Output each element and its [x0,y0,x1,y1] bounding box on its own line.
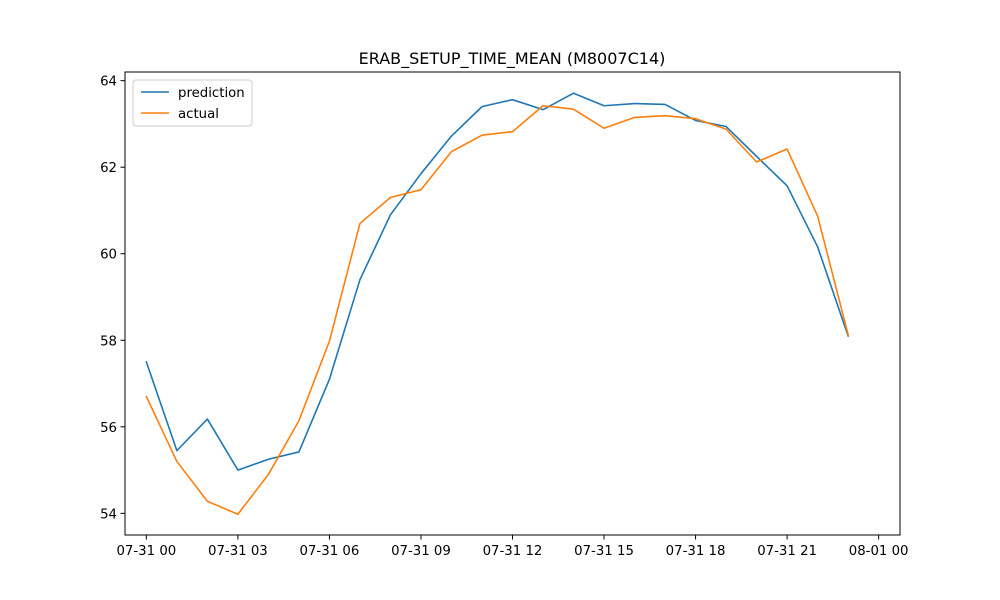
y-tick-label: 54 [100,507,117,522]
x-tick-label: 07-31 06 [300,544,360,559]
legend: prediction actual [132,79,253,127]
y-tick-label: 62 [100,161,117,176]
y-tick-label: 60 [100,248,117,263]
x-axis: 07-31 00 07-31 03 07-31 06 07-31 09 07-31 12… [116,535,909,559]
x-tick-label: 07-31 12 [483,544,543,559]
y-axis: 54 56 58 60 62 64 [100,75,125,522]
series-line-actual [145,104,850,516]
x-tick-label: 07-31 09 [391,544,451,559]
chart-title: ERAB_SETUP_TIME_MEAN (M8007C14) [359,49,666,69]
y-tick-label: 64 [100,75,117,90]
x-tick-label: 07-31 00 [116,544,176,559]
series-line-prediction [145,92,850,471]
y-tick-label: 56 [100,421,117,436]
x-tick-label: 07-31 03 [208,544,268,559]
x-tick-label: 07-31 15 [574,544,634,559]
legend-label-prediction: prediction [178,86,245,101]
x-tick-label: 07-31 18 [666,544,726,559]
series-layer [145,92,850,516]
x-tick-label: 08-01 00 [849,544,909,559]
x-tick-label: 07-31 21 [757,544,817,559]
y-tick-label: 58 [100,334,117,349]
legend-label-actual: actual [178,107,219,122]
